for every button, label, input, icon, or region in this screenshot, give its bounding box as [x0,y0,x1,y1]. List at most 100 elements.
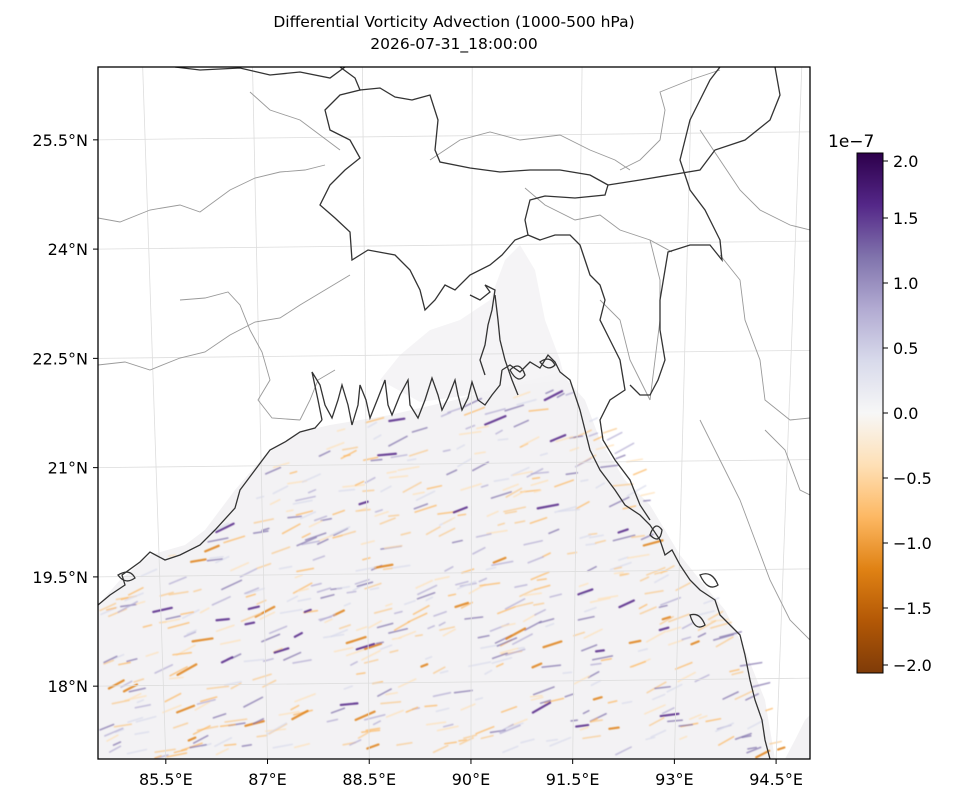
field-streak [259,611,276,620]
field-streak [113,723,133,728]
field-streak [517,646,525,650]
field-streak [595,482,605,489]
field-streak [554,479,575,488]
field-streak [539,699,552,705]
field-streak [114,728,125,734]
field-streak [453,689,473,694]
field-streak [608,726,620,730]
field-streak [442,516,456,525]
field-streak [412,491,425,496]
field-streak [346,590,357,594]
field-streak [278,710,300,716]
field-streak [734,690,754,700]
field-streak [338,488,356,492]
field-streak [444,566,454,572]
lat-tick-label: 25.5°N [32,131,88,150]
field-streak [570,719,579,722]
field-streak [124,592,144,602]
field-streak [380,644,393,650]
field-streak [264,466,282,475]
colorbar-tick-label: 2.0 [893,152,918,171]
field-streak [388,417,406,423]
lon-gridline [252,67,268,759]
field-streak [117,600,138,613]
field-streak [769,740,783,745]
field-streak [230,682,242,690]
field-streak [120,597,129,601]
field-streak [261,527,270,532]
field-streak [435,707,450,713]
lat-gridline [98,131,810,141]
field-streak [475,725,495,735]
field-streak [531,662,543,669]
field-streak [520,738,535,744]
field-streak [283,651,302,661]
field-streak [650,729,667,738]
field-streak [637,648,649,652]
field-streak [360,540,375,546]
field-streak [532,686,555,696]
field-streak [497,522,506,526]
field-streak [480,644,501,649]
field-streak [697,632,707,638]
field-streak [301,473,321,483]
field-streak [172,651,193,656]
field-streak [196,698,216,705]
colorbar-tick-label: 0.0 [893,404,918,423]
field-streak [215,748,229,756]
field-streak [133,678,145,683]
field-streak [313,515,328,522]
field-streak [326,718,339,723]
field-streak [456,580,477,590]
field-streak [484,669,493,675]
field-streak [573,631,586,637]
field-streak [458,739,468,742]
field-streak [296,567,315,573]
field-streak [294,693,316,703]
field-streak [256,734,268,738]
field-streak [374,509,383,513]
field-streak [390,454,408,459]
field-streak [585,542,597,546]
field-streak [582,735,601,740]
field-streak [126,658,138,663]
field-streak [388,435,408,447]
field-streak [530,471,550,475]
field-streak [373,434,382,440]
field-streak [262,679,277,688]
field-streak [646,630,667,643]
field-streak [442,628,456,637]
field-streak [457,458,472,468]
field-streak [645,736,656,741]
field-streak [577,588,594,596]
field-streak [678,723,694,727]
field-streak [412,604,430,615]
field-streak [496,637,518,647]
field-streak [478,577,488,583]
field-streak [414,634,423,637]
field-streak [292,499,313,505]
field-streak [388,627,408,634]
field-streak [695,610,715,617]
field-streak [273,647,290,654]
field-streak [172,722,189,729]
field-streak [618,599,635,609]
field-streak [432,691,452,698]
field-streak [301,540,320,546]
field-streak [425,526,441,536]
field-streak [694,674,710,683]
field-streak [245,593,256,598]
field-streak [658,604,668,609]
field-streak [642,539,664,547]
field-streak [316,538,329,545]
field-streak [307,489,317,494]
field-streak [606,431,623,441]
field-streak [715,636,734,648]
field-streak [505,722,524,730]
field-streak [382,567,393,571]
field-streak [126,748,148,755]
field-streak [354,480,365,487]
field-streak [690,640,700,646]
lon-gridline [673,67,693,759]
field-streak [660,596,682,606]
